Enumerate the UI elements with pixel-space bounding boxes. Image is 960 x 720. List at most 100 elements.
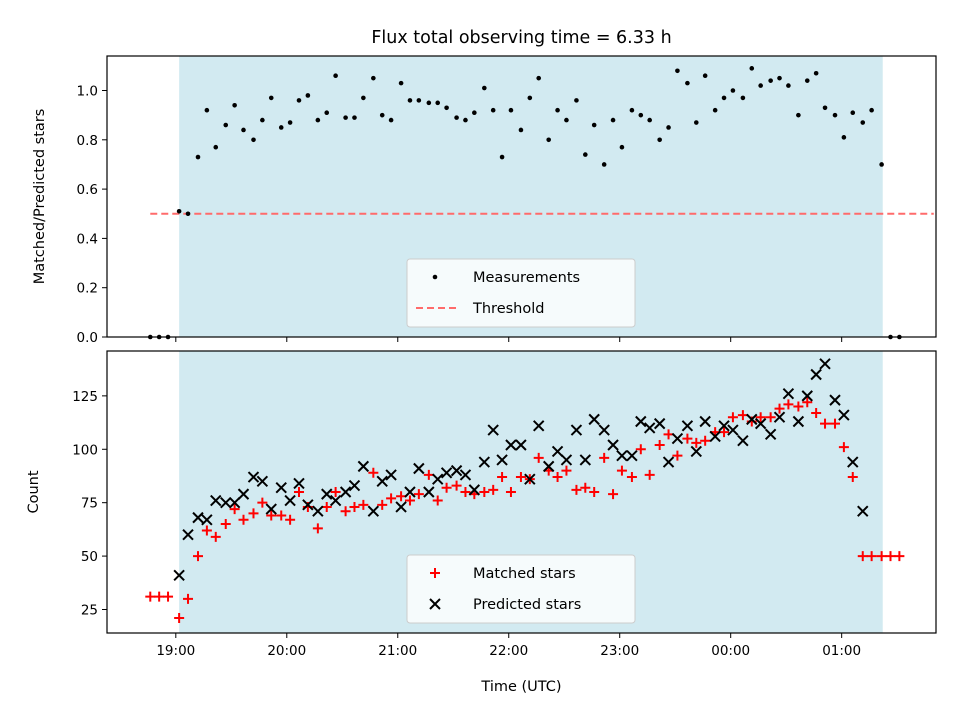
data-point xyxy=(324,110,330,115)
y-tick-label: 75 xyxy=(81,496,98,512)
data-point xyxy=(885,551,896,562)
data-point xyxy=(312,505,324,517)
data-point xyxy=(857,505,869,517)
data-point xyxy=(532,420,545,432)
data-point xyxy=(727,424,739,436)
data-point xyxy=(173,569,185,582)
data-point xyxy=(777,75,782,81)
plot-frame xyxy=(106,350,937,634)
data-point xyxy=(644,469,655,480)
data-point xyxy=(348,479,361,492)
data-point xyxy=(248,508,259,519)
data-point xyxy=(657,137,662,143)
data-point xyxy=(388,117,394,123)
data-point xyxy=(468,484,481,496)
data-point xyxy=(278,125,284,130)
data-point xyxy=(820,418,831,429)
data-point xyxy=(610,117,616,123)
data-point xyxy=(454,115,459,120)
data-point xyxy=(804,78,810,83)
data-point xyxy=(737,435,749,447)
data-point xyxy=(598,424,610,436)
data-point xyxy=(440,467,453,479)
data-point xyxy=(850,110,856,115)
data-point xyxy=(479,487,490,497)
data-point xyxy=(386,493,397,504)
x-tick-label: 21:00 xyxy=(378,643,417,659)
data-point xyxy=(599,452,610,463)
data-point xyxy=(551,445,564,458)
data-point xyxy=(482,85,487,91)
data-point xyxy=(709,430,721,443)
count-panel: 25 50 75 100 125 19:00 20:00 21:00 22:00 23:00 00:… xyxy=(26,350,937,659)
data-point xyxy=(675,68,680,74)
data-point xyxy=(296,98,302,103)
data-point xyxy=(223,122,229,128)
data-point xyxy=(371,75,376,81)
legend: Matched stars Predicted stars xyxy=(406,554,636,624)
y-tick-label: 0.4 xyxy=(77,231,98,247)
data-point xyxy=(450,464,463,477)
y-axis-label: Matched/Predicted stars xyxy=(32,109,48,285)
data-point xyxy=(811,407,822,418)
data-point xyxy=(619,144,625,150)
data-point xyxy=(343,115,348,120)
data-point xyxy=(643,422,656,434)
data-point xyxy=(260,117,265,123)
data-point xyxy=(574,98,579,103)
data-point xyxy=(571,484,582,495)
data-point xyxy=(699,415,711,428)
data-point xyxy=(819,358,831,370)
data-point xyxy=(293,477,305,490)
data-point xyxy=(626,472,637,483)
data-point xyxy=(685,80,690,86)
data-point xyxy=(416,98,422,103)
data-point xyxy=(435,100,441,106)
data-point xyxy=(746,413,758,426)
data-point xyxy=(497,472,508,483)
data-point xyxy=(869,107,874,113)
data-point xyxy=(357,460,370,473)
data-point xyxy=(866,551,877,562)
data-point xyxy=(352,115,357,120)
data-point xyxy=(583,152,588,157)
data-point xyxy=(305,93,311,98)
data-point xyxy=(773,411,786,423)
data-point xyxy=(241,127,246,133)
data-point xyxy=(721,95,727,101)
data-point xyxy=(527,95,533,101)
data-point xyxy=(718,420,730,432)
data-point xyxy=(860,120,866,125)
data-point xyxy=(490,107,496,113)
data-point xyxy=(580,482,591,493)
data-point xyxy=(813,70,819,76)
data-point xyxy=(487,424,499,436)
legend-label: Predicted stars xyxy=(473,597,581,613)
legend-label: Measurements xyxy=(473,270,580,286)
legend-box xyxy=(406,554,636,624)
data-point xyxy=(832,112,838,118)
data-point xyxy=(552,472,563,483)
data-point xyxy=(266,510,277,521)
data-point xyxy=(608,489,619,500)
x-tick-label: 20:00 xyxy=(267,643,306,659)
data-point xyxy=(727,412,738,423)
data-point xyxy=(774,403,785,414)
data-point xyxy=(182,529,194,541)
data-point xyxy=(802,397,813,408)
data-point xyxy=(441,482,452,493)
y-tick-label: 0.0 xyxy=(77,330,98,346)
data-point xyxy=(376,475,388,488)
data-point xyxy=(841,135,847,140)
data-point xyxy=(284,494,296,507)
data-point xyxy=(361,95,366,101)
data-point xyxy=(329,494,342,507)
data-point xyxy=(561,465,572,476)
data-point xyxy=(702,73,708,79)
data-point xyxy=(691,437,702,448)
data-point xyxy=(765,412,776,423)
data-point xyxy=(546,137,551,143)
data-point xyxy=(591,122,597,128)
data-point xyxy=(330,487,341,497)
data-point xyxy=(783,399,794,410)
